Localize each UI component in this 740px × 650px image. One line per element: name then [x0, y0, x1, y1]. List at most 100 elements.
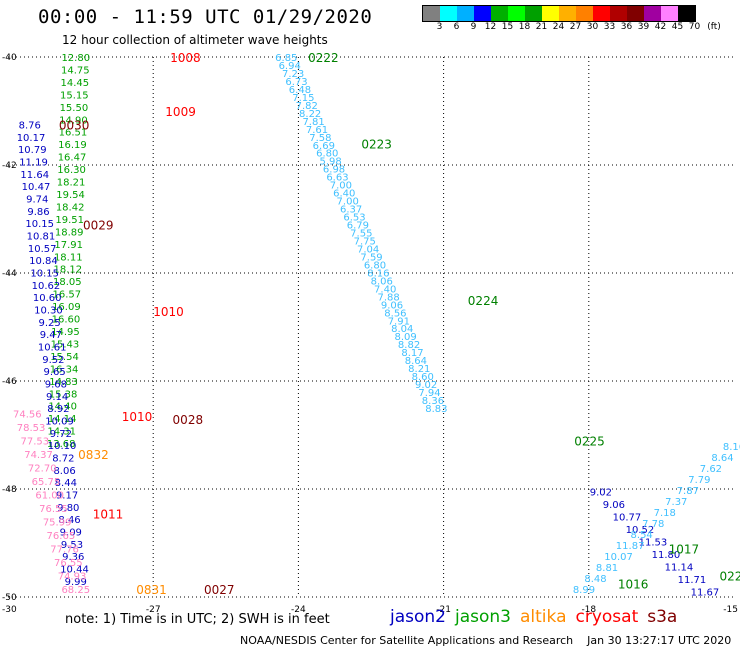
wave-height-value: 9.36: [62, 552, 84, 563]
wave-height-value: 10.62: [32, 281, 61, 292]
color-scale-bar: [422, 5, 696, 22]
wave-height-value: 14.75: [61, 65, 90, 76]
wave-height-value: 10.84: [29, 256, 58, 267]
wave-height-value: 11.19: [19, 157, 48, 168]
wave-height-value: 8.21: [408, 364, 430, 375]
wave-height-value: 15.54: [50, 352, 79, 363]
color-scale-label: 9: [470, 22, 477, 32]
color-swatch: [559, 6, 576, 21]
color-swatch: [576, 6, 593, 21]
wave-height-value: 15.38: [49, 389, 78, 400]
wave-height-value: 18.89: [55, 227, 84, 238]
wave-height-value: 9.86: [27, 207, 49, 218]
wave-height-value: 7.91: [388, 316, 410, 327]
wave-height-value: 78.53: [17, 423, 46, 434]
pass-time-label: 1016: [618, 578, 649, 592]
pass-time-label: 0832: [78, 448, 109, 462]
wave-height-value: 19.54: [56, 190, 85, 201]
wave-height-value: 11.53: [639, 538, 668, 549]
lat-tick-label: -48: [2, 485, 17, 495]
wave-height-value: 7.00: [337, 197, 359, 208]
wave-height-value: 10.52: [626, 525, 655, 536]
wave-height-value: 9.06: [381, 300, 403, 311]
wave-height-value: 18.21: [57, 178, 86, 189]
wave-height-value: 7.87: [677, 486, 699, 497]
wave-height-value: 6.69: [313, 141, 335, 152]
wave-height-value: 7.18: [654, 508, 676, 519]
wave-height-value: 6.37: [340, 205, 362, 216]
wave-height-value: 8.04: [391, 324, 413, 335]
wave-height-value: 15.50: [60, 103, 89, 114]
wave-height-value: 8.09: [395, 332, 417, 343]
wave-height-value: 8.17: [401, 348, 423, 359]
wave-height-value: 10.17: [17, 133, 46, 144]
wave-height-value: 8.48: [584, 574, 606, 585]
color-swatch: [678, 6, 695, 21]
pass-time-label: 0030: [59, 119, 90, 133]
wave-height-value: 18.11: [54, 252, 83, 263]
wave-height-value: 7.94: [418, 388, 440, 399]
wave-height-value: 9.74: [26, 194, 48, 205]
color-swatch: [661, 6, 678, 21]
wave-height-value: 9.17: [56, 490, 78, 501]
wave-height-value: 8.22: [299, 109, 321, 120]
wave-height-value: 10.61: [38, 342, 67, 353]
wave-height-value: 7.37: [665, 497, 687, 508]
wave-height-value: 10.10: [48, 441, 77, 452]
footer-note: note: 1) Time is in UTC; 2) SWH is in fe…: [65, 612, 330, 627]
wave-height-value: 74.56: [13, 409, 42, 420]
pass-time-label: 1017: [669, 542, 700, 556]
wave-height-value: 7.61: [306, 125, 328, 136]
footer-credit: NOAA/NESDIS Center for Satellite Applica…: [240, 634, 731, 647]
wave-height-value: 77.53: [20, 436, 49, 447]
wave-height-value: 9.02: [590, 488, 612, 499]
color-swatch: [474, 6, 491, 21]
wave-height-value: 8.06: [53, 466, 75, 477]
wave-height-value: 18.12: [53, 265, 82, 276]
wave-height-value: 76.55: [39, 504, 68, 515]
color-scale-label: 24: [552, 22, 565, 32]
wave-height-value: 8.36: [422, 396, 444, 407]
axis-tick-labels: -40 -42 -44 -46 -48 -50 -30 -27 -24 -21 -18 -15: [2, 53, 738, 615]
wave-height-value: 8.56: [384, 308, 406, 319]
pass-time-label: 0027: [204, 583, 235, 597]
wave-height-value: 7.78: [642, 519, 664, 530]
wave-height-value: 10.77: [613, 513, 642, 524]
color-scale-label: 70: [688, 22, 701, 32]
wave-height-value: 8.64: [711, 453, 733, 464]
color-scale-label: 3: [436, 22, 443, 32]
wave-height-value: 9.52: [42, 355, 64, 366]
color-scale-label: 39: [637, 22, 650, 32]
wave-height-value: 10.09: [45, 416, 74, 427]
wave-height-value: 7.81: [302, 117, 324, 128]
lon-tick-label: -27: [146, 605, 161, 615]
color-scale-label: 36: [620, 22, 633, 32]
lat-tick-label: -50: [2, 593, 17, 603]
wave-height-value: 11.67: [691, 588, 720, 599]
color-scale-label: 21: [535, 22, 548, 32]
pass-time-label: 0226: [719, 569, 740, 583]
wave-height-value: 8.72: [52, 453, 74, 464]
wave-height-value: 11.87: [616, 541, 645, 552]
wave-height-value: 72.70: [28, 463, 57, 474]
wave-height-value: 8.44: [55, 478, 77, 489]
wave-height-value: 17.91: [54, 240, 83, 251]
wave-height-value: 7.15: [292, 93, 314, 104]
wave-height-value: 9.68: [45, 379, 67, 390]
wave-height-value: 10.44: [60, 564, 89, 575]
wave-height-value: 7.88: [377, 292, 399, 303]
wave-height-value: 76.65: [47, 531, 76, 542]
legend-entry-jason3: jason3: [455, 607, 511, 627]
wave-height-value: 74.93: [58, 571, 87, 582]
wave-height-value: 18.05: [53, 277, 82, 288]
wave-height-value: 11.14: [665, 563, 694, 574]
wave-height-value: 75.99: [43, 517, 72, 528]
wave-height-value: 68.25: [61, 585, 90, 596]
wave-height-value: 8.16: [367, 268, 389, 279]
wave-height-value: 10.79: [18, 145, 47, 156]
wave-height-value: 7.79: [688, 475, 710, 486]
color-swatch: [542, 6, 559, 21]
wave-height-value: 76.55: [54, 558, 83, 569]
color-swatch: [644, 6, 661, 21]
